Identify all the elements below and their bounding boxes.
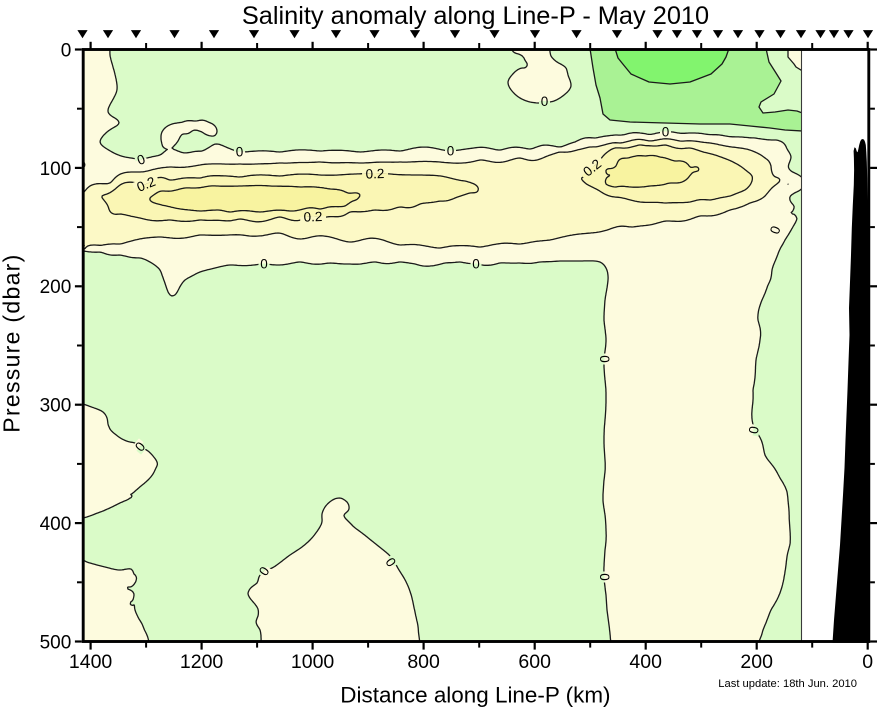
svg-text:800: 800 [407,651,440,673]
svg-text:0.2: 0.2 [303,209,322,225]
svg-text:0: 0 [235,144,243,159]
svg-text:200: 200 [40,277,72,298]
svg-text:400: 400 [629,651,662,673]
svg-text:0: 0 [662,124,670,139]
svg-text:Last update: 18th Jun. 2010: Last update: 18th Jun. 2010 [718,678,857,690]
svg-text:0.2: 0.2 [135,174,158,195]
svg-text:0: 0 [597,573,612,581]
svg-text:1200: 1200 [180,651,224,673]
svg-text:100: 100 [40,159,72,180]
svg-text:1400: 1400 [69,651,113,673]
svg-text:Salinity anomaly along Line-P: Salinity anomaly along Line-P - May 2010 [242,2,709,30]
svg-text:0: 0 [597,355,612,363]
svg-text:Pressure (dbar): Pressure (dbar) [0,255,25,433]
svg-text:0: 0 [862,651,873,673]
svg-text:500: 500 [40,632,72,653]
svg-text:200: 200 [740,651,773,673]
svg-text:Distance along Line-P (km): Distance along Line-P (km) [340,682,610,707]
svg-text:0: 0 [447,143,455,158]
svg-text:0: 0 [260,256,268,271]
svg-text:400: 400 [40,514,72,535]
svg-text:1000: 1000 [291,651,335,673]
svg-text:300: 300 [40,396,72,417]
svg-text:0: 0 [746,425,762,435]
svg-text:0.2: 0.2 [365,166,384,182]
svg-text:0: 0 [541,94,549,109]
svg-text:600: 600 [518,651,551,673]
svg-text:0: 0 [61,40,72,61]
svg-text:0: 0 [472,256,480,271]
